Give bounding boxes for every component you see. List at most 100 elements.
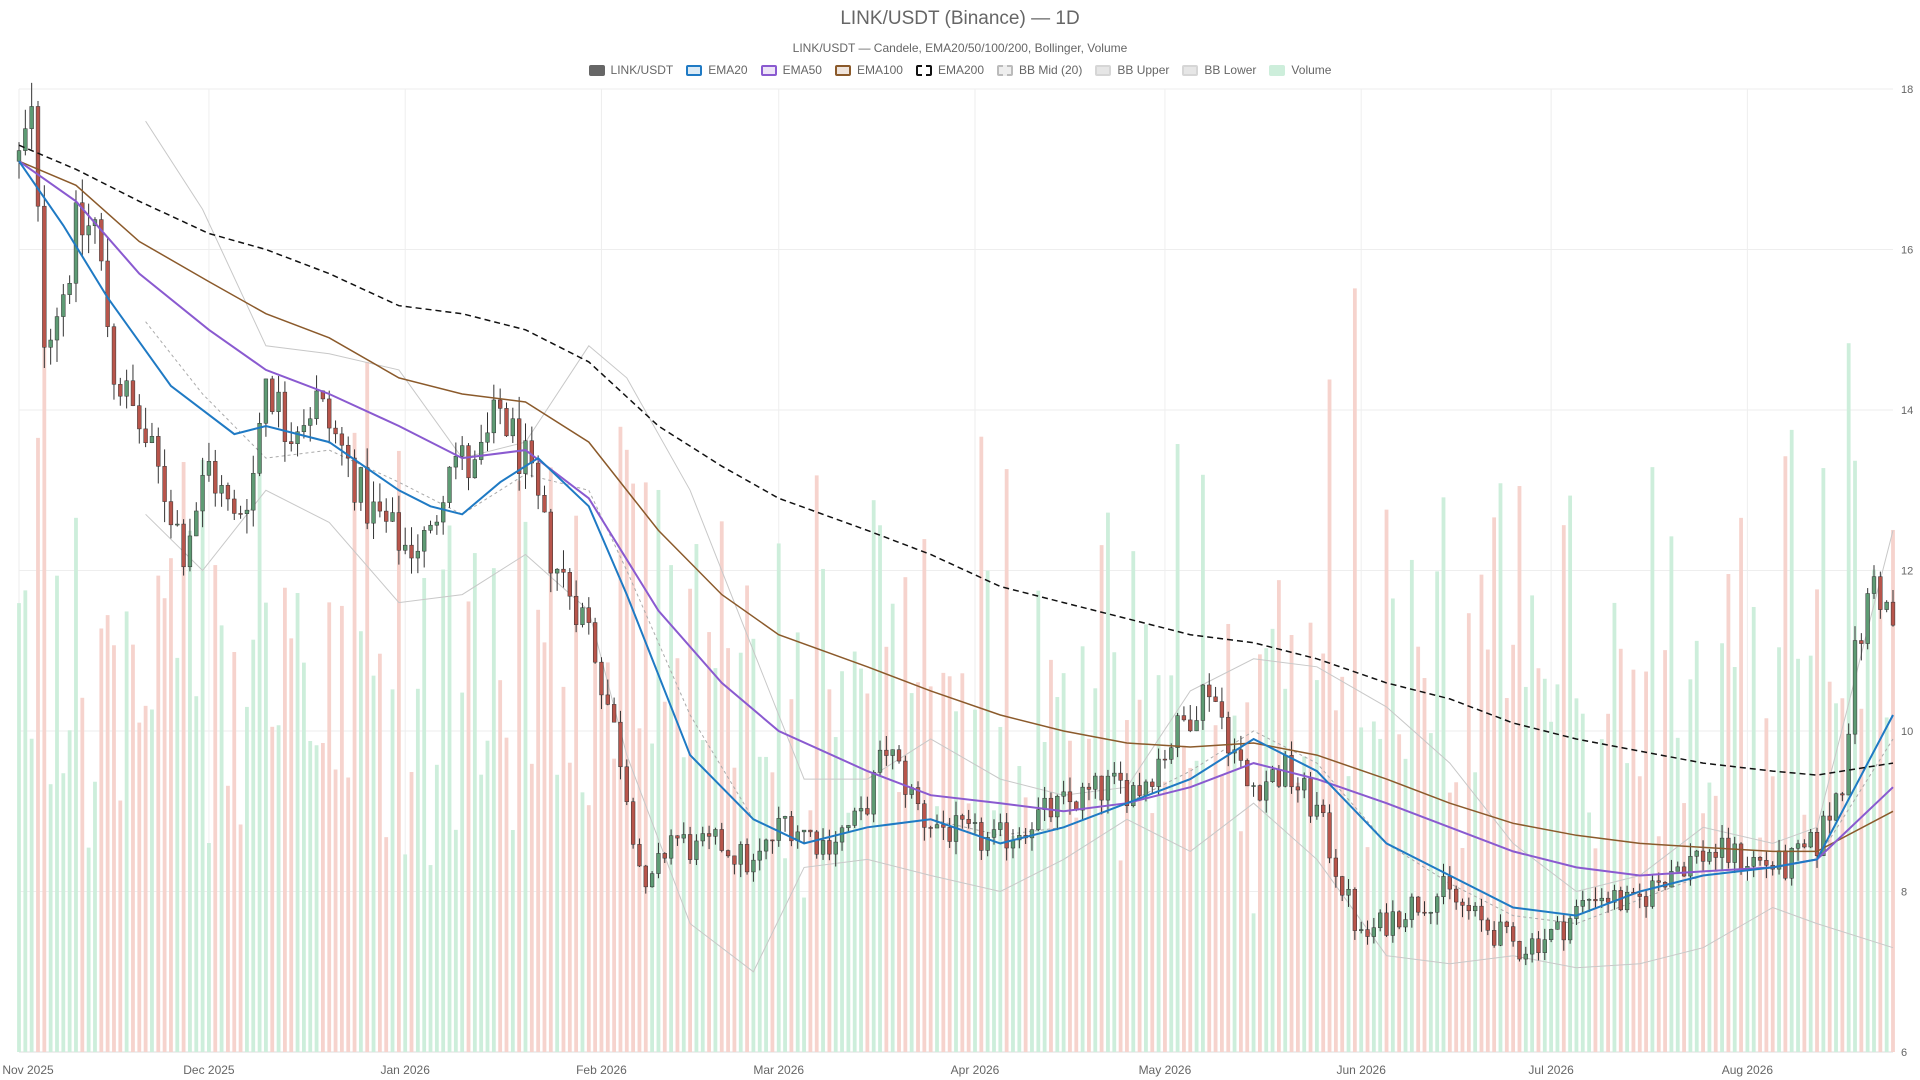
volume-bar — [1238, 831, 1243, 1052]
volume-bar — [434, 764, 439, 1052]
candle-body — [137, 405, 142, 430]
volume-bar — [105, 615, 110, 1052]
candle-body — [1365, 929, 1370, 937]
candle-body — [111, 326, 117, 385]
y-tick-label: 12 — [1901, 566, 1913, 578]
volume-bar — [745, 585, 749, 1052]
volume-bar — [1523, 686, 1528, 1052]
candle-body — [1479, 905, 1484, 921]
candle-body — [1036, 809, 1041, 830]
ema200-line — [18, 144, 1894, 776]
candle-body — [1416, 896, 1421, 913]
candle-body — [1137, 785, 1142, 796]
legend-label: EMA100 — [856, 63, 903, 77]
volume-bar — [371, 675, 376, 1052]
candle-body — [972, 822, 978, 824]
candle-body — [365, 467, 370, 524]
volume-bar — [1447, 792, 1452, 1052]
volume-bar — [517, 480, 522, 1053]
candle-body — [1884, 601, 1889, 610]
candle-body — [1485, 919, 1490, 931]
candle-body — [1156, 758, 1161, 787]
volume-bar — [1220, 774, 1224, 1052]
volume-bar — [226, 785, 230, 1052]
candle-body — [339, 433, 345, 446]
volume-bar — [422, 577, 427, 1052]
legend-item[interactable]: BB Upper — [1095, 63, 1169, 77]
volume-bar — [656, 489, 661, 1052]
volume-bar — [251, 639, 256, 1052]
legend-item[interactable]: BB Lower — [1182, 63, 1256, 77]
candle-body — [403, 544, 408, 551]
candle-body — [472, 459, 477, 479]
legend-label: EMA50 — [782, 63, 822, 77]
candle-body — [1435, 896, 1440, 913]
ema50-line — [18, 160, 1894, 877]
volume-bar — [1872, 569, 1876, 1052]
volume-bar — [1739, 517, 1743, 1052]
volume-bar — [542, 642, 547, 1052]
candle-body — [624, 766, 629, 802]
candle-body — [922, 803, 927, 828]
candle-body — [491, 399, 496, 434]
x-tick-label: Nov 2025 — [2, 1063, 54, 1077]
candle-body — [884, 749, 889, 756]
candle-body — [1270, 769, 1275, 783]
volume-bar — [1517, 486, 1522, 1052]
volume-bar — [1764, 718, 1769, 1052]
legend-item[interactable]: BB Mid (20) — [997, 63, 1082, 77]
candle-body — [599, 661, 604, 696]
candle-body — [1194, 720, 1199, 732]
volume-bar — [1758, 837, 1762, 1052]
volume-bar — [194, 696, 199, 1052]
volume-bar — [80, 697, 85, 1052]
candle-body — [80, 202, 85, 236]
candle-body — [371, 501, 376, 524]
candle-body — [523, 440, 528, 474]
volume-bar — [131, 644, 135, 1052]
candle-body — [447, 466, 452, 503]
candle-body — [149, 436, 155, 444]
legend-item[interactable]: EMA200 — [915, 63, 984, 77]
candle-body — [776, 818, 781, 841]
candle-body — [643, 865, 648, 888]
candle-body — [1029, 829, 1035, 839]
candle-body — [852, 810, 857, 826]
candle-body — [738, 844, 743, 865]
volume-bar — [36, 437, 40, 1052]
candle-body — [934, 824, 940, 829]
volume-bar — [1859, 708, 1864, 1052]
candle-body — [535, 462, 541, 496]
volume-bar — [650, 743, 655, 1052]
candle-body — [808, 829, 813, 833]
candle-body — [257, 423, 262, 474]
candle-body — [1542, 939, 1547, 953]
volume-bar — [314, 745, 319, 1052]
candle-body — [1207, 684, 1212, 698]
legend-item[interactable]: EMA20 — [686, 63, 748, 77]
volume-bar — [55, 575, 59, 1052]
candle-body — [1656, 880, 1661, 883]
volume-bar — [1251, 913, 1256, 1052]
chart-subtitle: LINK/USDT — Candele, EMA20/50/100/200, B… — [792, 41, 1128, 55]
legend-item[interactable]: EMA100 — [834, 63, 903, 77]
volume-bar — [1194, 760, 1199, 1052]
x-tick-label: Dec 2025 — [183, 1063, 235, 1077]
candle-body — [206, 461, 212, 476]
volume-bar — [1751, 606, 1756, 1052]
volume-bar — [529, 763, 534, 1052]
volume-bar — [17, 603, 21, 1052]
candle-body — [1099, 775, 1104, 801]
candle-body — [314, 390, 319, 420]
volume-bar — [1808, 655, 1813, 1052]
candle-body — [1852, 640, 1858, 735]
volume-bar — [1637, 776, 1642, 1052]
volume-bar — [485, 740, 490, 1052]
candle-body — [611, 704, 617, 723]
volume-bar — [548, 467, 553, 1052]
legend-item[interactable]: LINK/USDT — [588, 63, 673, 77]
legend-item[interactable]: EMA50 — [760, 63, 822, 77]
legend-item[interactable]: Volume — [1269, 63, 1331, 77]
volume-bar — [175, 657, 180, 1052]
candle-body — [282, 391, 288, 442]
